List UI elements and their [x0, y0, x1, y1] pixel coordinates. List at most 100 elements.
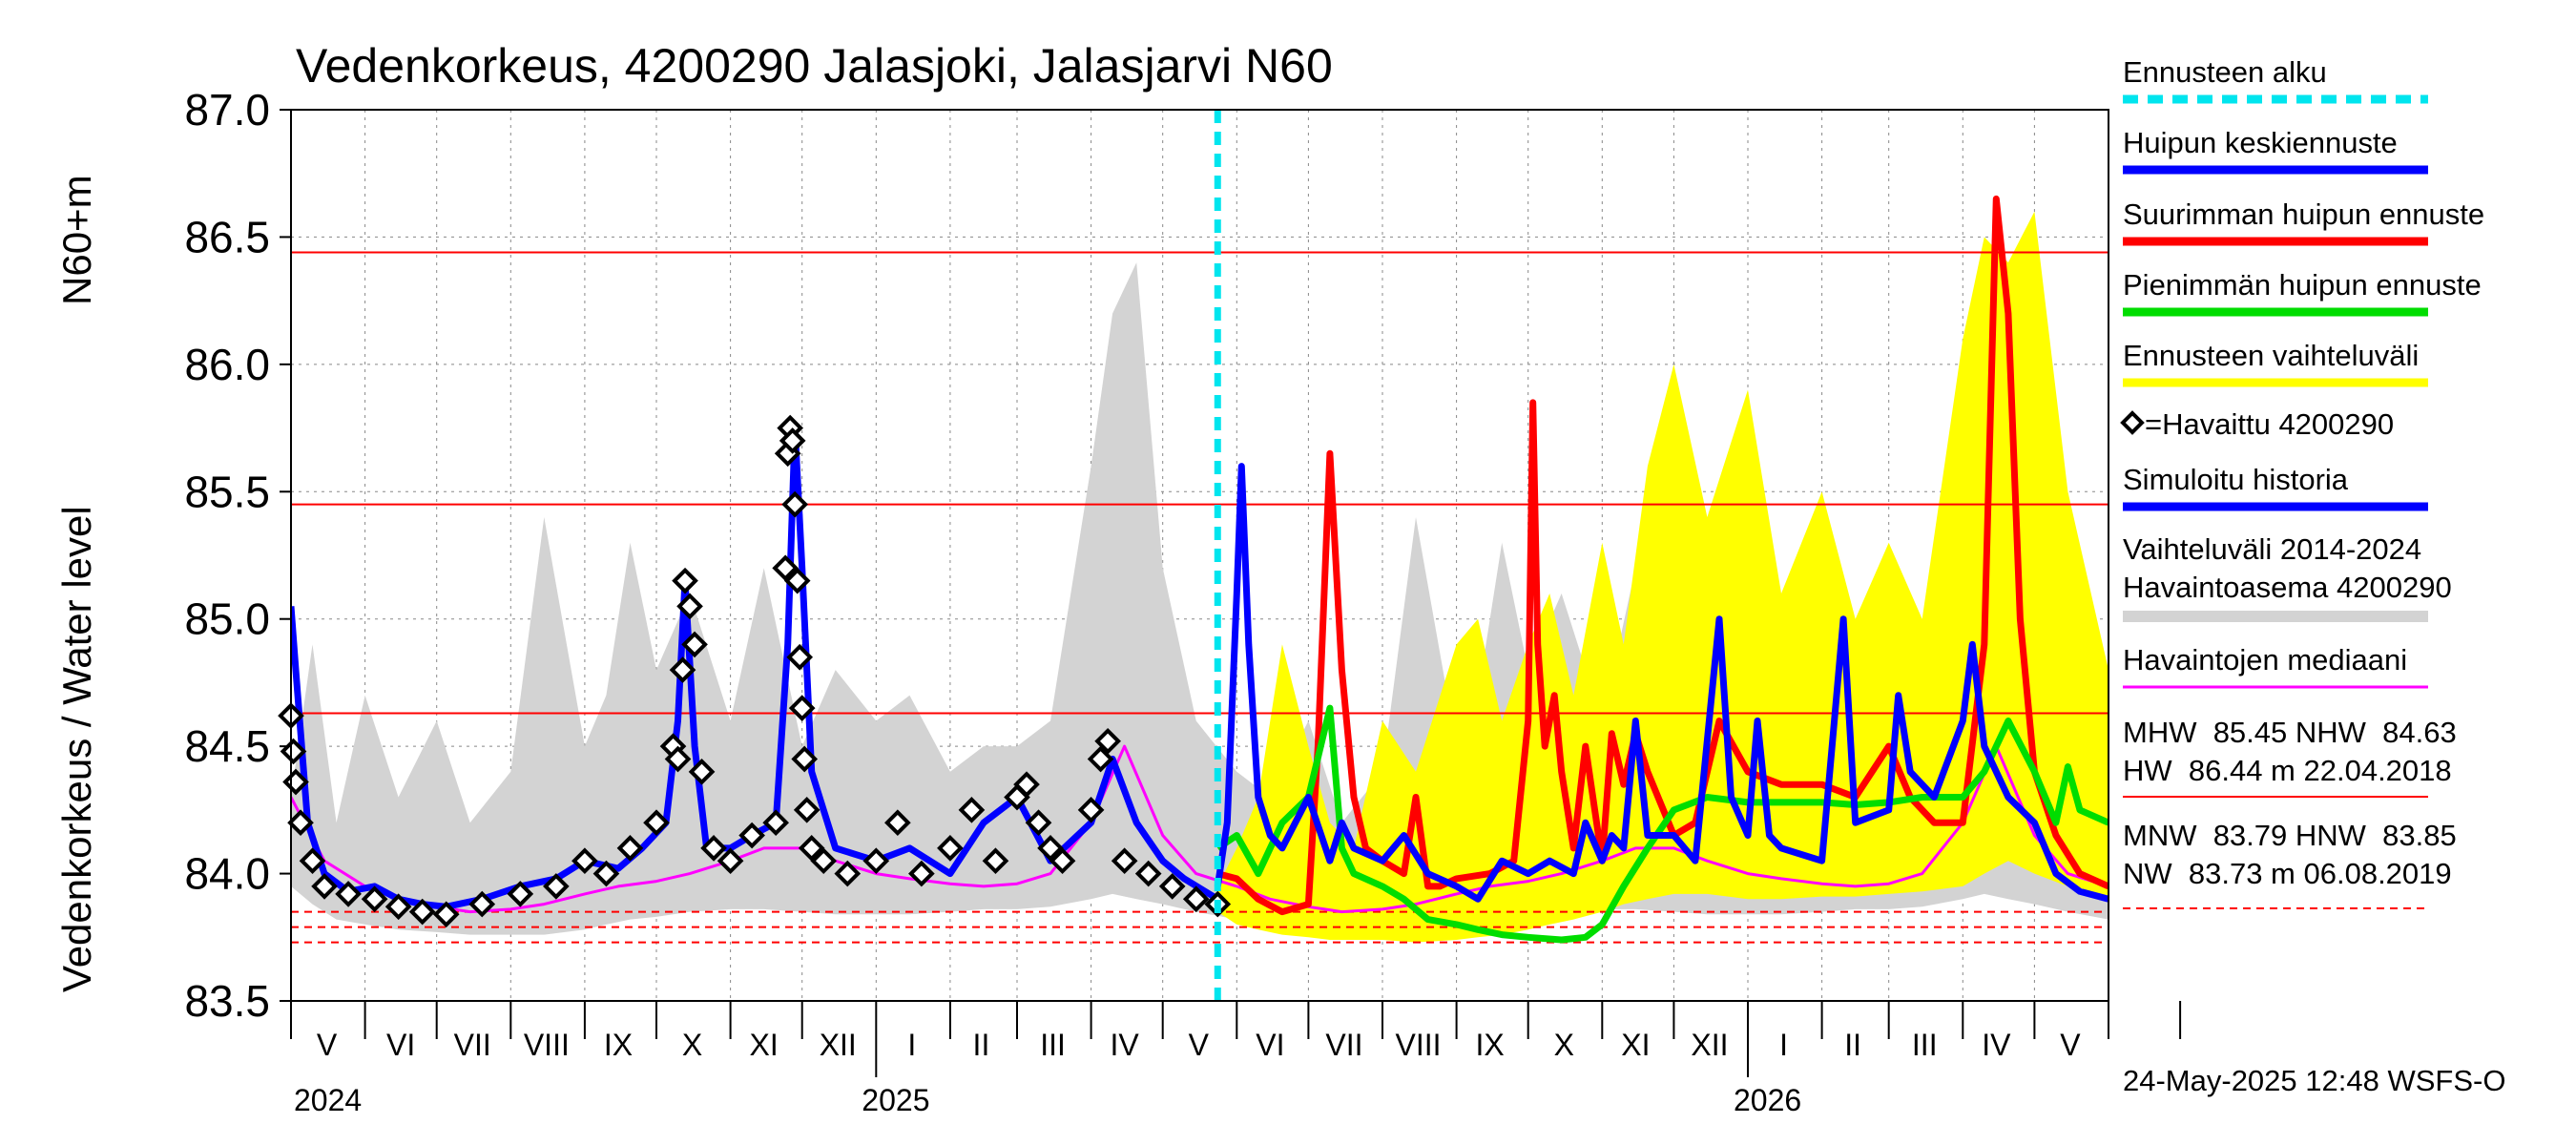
month-label: V: [317, 1028, 338, 1062]
month-label: XI: [1621, 1028, 1650, 1062]
observed-point: [299, 847, 326, 875]
legend-observed-label: =Havaittu 4200290: [2145, 407, 2394, 441]
month-label: I: [1779, 1028, 1788, 1062]
observed-point: [681, 631, 708, 658]
month-label: III: [1040, 1028, 1066, 1062]
year-label: 2026: [1734, 1083, 1801, 1117]
y-tick-label: 86.0: [184, 340, 270, 389]
month-label: V: [1189, 1028, 1210, 1062]
observed-point: [958, 797, 986, 823]
month-label: XII: [1691, 1028, 1728, 1062]
observed-point: [783, 567, 811, 594]
y-tick-label: 84.5: [184, 721, 270, 771]
legend-label: Suurimman huipun ennuste: [2123, 198, 2484, 231]
month-label: IV: [1982, 1028, 2011, 1062]
observed-point: [908, 860, 935, 887]
band-ennusteen-vaihteluv-li: [1217, 211, 2109, 943]
y-tick-label: 84.0: [184, 849, 270, 899]
x-axis: V VI VII VIII IX X XI XII I II III IV V VI VII VIII IX X X…: [290, 1001, 2182, 1117]
legend: Ennusteen alku Huipun keskiennuste Suurimm…: [2120, 55, 2484, 689]
y-tick-label: 87.0: [184, 85, 270, 135]
y-axis-title: Vedenkorkeus / Water level: [54, 506, 99, 992]
observed-point: [543, 873, 570, 900]
y-tick-label: 85.5: [184, 467, 270, 516]
y-tick-label: 83.5: [184, 976, 270, 1026]
observed-point: [781, 490, 809, 518]
observed-point: [1111, 847, 1138, 875]
month-label: VII: [1325, 1028, 1362, 1062]
month-label: IX: [1476, 1028, 1505, 1062]
y-axis-unit: N60+m: [54, 175, 99, 305]
observed-point: [280, 738, 307, 765]
observed-point: [1037, 835, 1064, 862]
month-label: IV: [1111, 1028, 1140, 1062]
observed-point: [1013, 771, 1040, 798]
y-tick-label: 86.5: [184, 212, 270, 261]
observed-point: [884, 809, 911, 837]
observed-point: [507, 881, 534, 907]
line-havaintojen-mediaani: [291, 744, 2109, 914]
observed-point: [772, 554, 800, 582]
line-suurimman-huipun-ennuste: [1216, 195, 2109, 916]
legend-sim-label: Simuloitu historia: [2123, 463, 2349, 496]
observed-point: [834, 860, 862, 887]
observed-point: [335, 881, 362, 907]
observed-markers: [278, 414, 1232, 928]
observed-point: [1182, 885, 1210, 913]
observed-point: [676, 593, 703, 620]
observed-point: [786, 643, 814, 671]
stats-line-1: MHW 85.45 NHW 84.63: [2123, 716, 2457, 749]
stats-line-4: NW 83.73 m 06.08.2019: [2123, 857, 2452, 890]
observed-point: [384, 893, 412, 921]
observed-point: [793, 797, 821, 823]
observed-point: [798, 835, 825, 862]
month-label: VIII: [524, 1028, 570, 1062]
month-label: II: [1844, 1028, 1861, 1062]
legend-range-label-1: Vaihteluväli 2014-2024: [2123, 532, 2421, 566]
line-huipun-keskiennuste: [1214, 463, 2109, 903]
observed-point: [643, 809, 670, 837]
month-label: VIII: [1396, 1028, 1442, 1062]
observed-point: [664, 745, 692, 773]
year-label: 2025: [862, 1083, 929, 1117]
legend-observed-marker: [2120, 410, 2145, 435]
month-label: II: [973, 1028, 990, 1062]
observed-point: [688, 759, 716, 785]
observed-point: [616, 835, 644, 862]
stats-line-3: MNW 83.79 HNW 83.85: [2123, 819, 2457, 852]
observed-point: [571, 847, 598, 875]
observed-point: [1094, 727, 1121, 755]
y-tick-label: 85.0: [184, 594, 270, 644]
legend-range-label-2: Havaintoasema 4200290: [2123, 571, 2452, 604]
month-label: VI: [1256, 1028, 1284, 1062]
legend-label: Huipun keskiennuste: [2123, 126, 2398, 159]
observed-point: [592, 860, 620, 887]
observed-point: [1087, 745, 1114, 773]
month-label: VI: [386, 1028, 415, 1062]
year-label: 2024: [294, 1083, 362, 1117]
observed-point: [862, 847, 890, 875]
legend-label: Ennusteen vaihteluväli: [2123, 339, 2419, 372]
observed-point: [672, 567, 698, 594]
month-label: VII: [454, 1028, 491, 1062]
observed-point: [1049, 847, 1076, 875]
month-label: V: [2060, 1028, 2081, 1062]
month-label: XI: [750, 1028, 779, 1062]
observed-point: [700, 835, 727, 862]
legend-median-label: Havaintojen mediaani: [2123, 643, 2407, 677]
observed-point: [669, 656, 696, 683]
observed-point: [1025, 809, 1052, 837]
observed-point: [287, 809, 314, 837]
observed-point: [762, 809, 789, 837]
observed-point: [1134, 860, 1162, 887]
observed-point: [468, 890, 496, 918]
y-axis-labels: Vedenkorkeus / Water level N60+m: [54, 175, 99, 992]
observed-point: [937, 835, 964, 862]
observed-point: [791, 745, 819, 773]
month-label: X: [682, 1028, 702, 1062]
observed-point: [982, 847, 1009, 875]
stats-line-2: HW 86.44 m 22.04.2018: [2123, 754, 2452, 787]
observed-point: [361, 885, 388, 913]
reference-lines: [291, 251, 2109, 944]
